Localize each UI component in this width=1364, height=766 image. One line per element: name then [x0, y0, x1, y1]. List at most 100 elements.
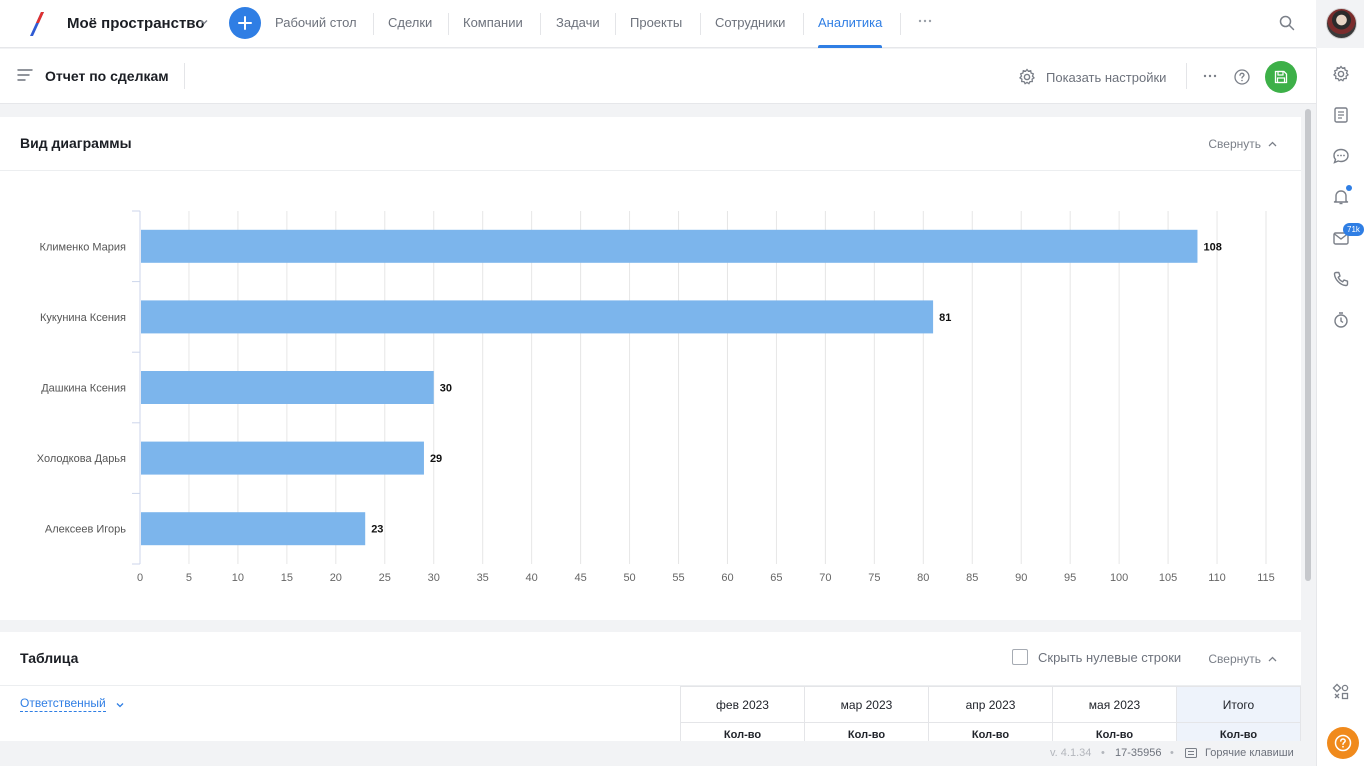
nav-separator	[803, 13, 804, 35]
bar-chart: 0 5 10 15 20 25 30 35 40 45 50 55 60 65 70 75 80 85 90 95 10…	[37, 210, 1275, 584]
chat-icon[interactable]	[1332, 147, 1350, 165]
total-column-header[interactable]: Итого	[1176, 686, 1301, 723]
hide-zero-rows-checkbox[interactable]	[1012, 649, 1028, 665]
help-button[interactable]	[1327, 727, 1359, 759]
more-horizontal-icon[interactable]	[1202, 68, 1218, 84]
hide-zero-rows-toggle[interactable]: Скрыть нулевые строки	[1012, 649, 1181, 665]
x-tick-label: 40	[526, 572, 538, 584]
right-rail: 71k	[1316, 48, 1364, 766]
x-tick-label: 0	[137, 572, 143, 584]
x-tick-label: 110	[1208, 572, 1226, 584]
bar	[141, 300, 934, 334]
hotkeys-link[interactable]: Горячие клавиши	[1205, 747, 1294, 759]
timer-icon[interactable]	[1332, 311, 1350, 329]
x-tick-label: 80	[917, 572, 929, 584]
chart-card-header: Вид диаграммы Свернуть	[0, 117, 1301, 171]
floppy-disk-icon	[1274, 70, 1288, 84]
x-tick-label: 50	[623, 572, 635, 584]
search-icon[interactable]	[1279, 15, 1295, 31]
workspace-title[interactable]: Моё пространство	[67, 15, 205, 32]
category-label: Алексеев Игорь	[45, 524, 126, 536]
nav-separator	[448, 13, 449, 35]
nav-deals[interactable]: Сделки	[388, 15, 433, 30]
app-logo[interactable]	[28, 11, 46, 37]
build-number: 17-35956	[1115, 747, 1162, 759]
column-header[interactable]: апр 2023	[928, 686, 1053, 723]
x-tick-label: 100	[1110, 572, 1128, 584]
chevron-down-icon[interactable]	[198, 16, 210, 28]
mail-count-badge: 71k	[1343, 223, 1364, 236]
x-tick-label: 95	[1064, 572, 1076, 584]
category-label: Дашкина Ксения	[41, 383, 126, 395]
nav-separator	[900, 13, 901, 35]
nav-employees[interactable]: Сотрудники	[715, 15, 786, 30]
chart-card: Вид диаграммы Свернуть 0 5 10 15 20 25 30 35 40 4…	[0, 117, 1301, 620]
x-tick-label: 10	[232, 572, 244, 584]
chart-card-title: Вид диаграммы	[20, 135, 132, 151]
toolbar-separator	[184, 63, 185, 89]
nav-desktop[interactable]: Рабочий стол	[275, 15, 357, 30]
x-tick-label: 35	[477, 572, 489, 584]
group-by-dropdown[interactable]: Ответственный	[20, 696, 106, 712]
menu-icon[interactable]	[17, 68, 33, 82]
x-tick-label: 65	[770, 572, 782, 584]
column-header[interactable]: мар 2023	[804, 686, 929, 723]
bell-icon[interactable]	[1332, 188, 1350, 206]
user-avatar[interactable]	[1326, 8, 1357, 39]
notification-dot	[1346, 185, 1352, 191]
bar	[141, 229, 1198, 263]
nav-companies[interactable]: Компании	[463, 15, 523, 30]
column-header[interactable]: мая 2023	[1052, 686, 1177, 723]
phone-icon[interactable]	[1332, 270, 1350, 288]
show-settings-button[interactable]: Показать настройки	[1018, 66, 1166, 88]
nav-projects[interactable]: Проекты	[630, 15, 683, 30]
x-tick-label: 105	[1159, 572, 1177, 584]
keyboard-icon	[1185, 748, 1197, 758]
scrollbar-thumb[interactable]	[1305, 109, 1311, 581]
x-tick-label: 30	[428, 572, 440, 584]
nav-separator	[700, 13, 701, 35]
help-circle-icon[interactable]	[1233, 68, 1251, 86]
chevron-up-icon	[1268, 656, 1277, 662]
x-tick-label: 90	[1015, 572, 1027, 584]
plus-icon	[238, 16, 252, 30]
create-button[interactable]	[229, 7, 261, 39]
data-label: 23	[371, 524, 383, 536]
save-button[interactable]	[1265, 61, 1297, 93]
data-label: 29	[430, 453, 442, 465]
column-header[interactable]: фев 2023	[680, 686, 805, 723]
gear-icon	[1019, 68, 1035, 85]
x-tick-label: 85	[966, 572, 978, 584]
x-tick-label: 25	[379, 572, 391, 584]
x-tick-label: 70	[819, 572, 831, 584]
mail-icon[interactable]	[1332, 229, 1350, 247]
footer: v. 4.1.34 • 17-35956 • Горячие клавиши	[0, 741, 1316, 766]
collapse-table-button[interactable]: Свернуть	[1208, 652, 1277, 666]
bar	[141, 371, 434, 404]
collapse-label: Свернуть	[1208, 652, 1261, 666]
collapse-chart-button[interactable]: Свернуть	[1208, 137, 1277, 151]
nav-separator	[540, 13, 541, 35]
x-tick-label: 75	[868, 572, 880, 584]
show-settings-label: Показать настройки	[1046, 69, 1167, 85]
x-tick-label: 115	[1257, 572, 1275, 584]
category-label: Холодкова Дарья	[37, 453, 126, 465]
page-scrollbar[interactable]	[1302, 105, 1314, 745]
x-tick-label: 45	[574, 572, 586, 584]
version-label: v. 4.1.34	[1050, 747, 1092, 759]
table-header-row: фев 2023 мар 2023 апр 2023 мая 2023 Итог…	[680, 686, 1301, 723]
report-table: фев 2023 мар 2023 апр 2023 мая 2023 Итог…	[680, 686, 1301, 747]
collapse-label: Свернуть	[1208, 137, 1261, 151]
nav-tasks[interactable]: Задачи	[556, 15, 600, 30]
category-label: Кукунина Ксения	[40, 312, 126, 324]
footer-separator: •	[1101, 747, 1105, 759]
document-icon[interactable]	[1332, 106, 1350, 124]
widgets-icon[interactable]	[1332, 683, 1350, 701]
nav-analytics[interactable]: Аналитика	[818, 0, 883, 48]
more-horizontal-icon[interactable]	[917, 13, 933, 29]
x-tick-label: 55	[672, 572, 684, 584]
report-title: Отчет по сделкам	[45, 68, 169, 84]
gear-icon[interactable]	[1332, 65, 1350, 83]
chevron-down-icon[interactable]	[115, 701, 125, 709]
x-tick-label: 60	[721, 572, 733, 584]
